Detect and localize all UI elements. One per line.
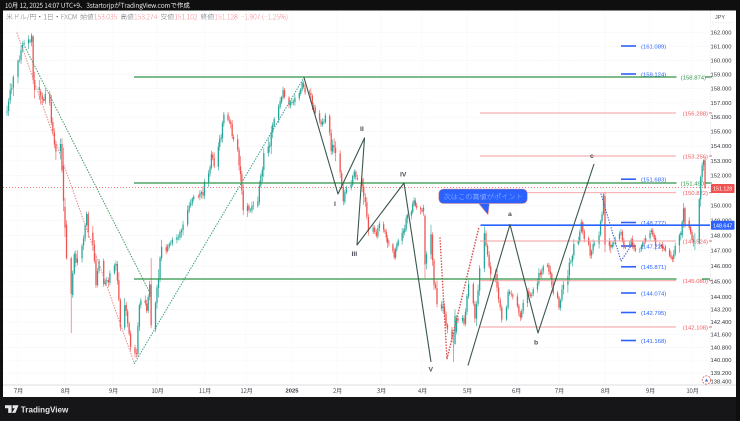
svg-text:151.128: 151.128 xyxy=(713,186,732,192)
svg-text:(153.256): (153.256) xyxy=(683,154,708,160)
svg-text:(141.168): (141.168) xyxy=(641,339,666,345)
svg-text:160.000: 160.000 xyxy=(711,58,732,64)
svg-text:(144.074): (144.074) xyxy=(641,291,666,297)
svg-text:IV: IV xyxy=(400,172,407,179)
svg-text:a: a xyxy=(508,211,512,218)
svg-text:JPY: JPY xyxy=(715,15,725,21)
svg-text:2025: 2025 xyxy=(286,389,300,395)
svg-text:(148.777): (148.777) xyxy=(641,221,666,227)
svg-text:139.200: 139.200 xyxy=(711,371,732,377)
svg-text:161.000: 161.000 xyxy=(711,44,732,50)
svg-text:142.400: 142.400 xyxy=(711,320,732,326)
svg-text:I: I xyxy=(334,201,336,208)
svg-text:158.000: 158.000 xyxy=(711,87,732,93)
svg-text:(151.490): (151.490) xyxy=(681,181,706,187)
svg-text:(142.108): (142.108) xyxy=(683,325,708,331)
svg-text:TradingView: TradingView xyxy=(21,405,69,414)
svg-text:162.000: 162.000 xyxy=(711,30,732,36)
svg-text:c: c xyxy=(590,153,594,160)
svg-text:153.000: 153.000 xyxy=(711,159,732,165)
svg-text:III: III xyxy=(352,251,358,258)
svg-text:(145.080): (145.080) xyxy=(683,279,708,285)
svg-text:156.000: 156.000 xyxy=(711,115,732,121)
svg-text:140.800: 140.800 xyxy=(711,345,732,351)
svg-text:152.000: 152.000 xyxy=(711,174,732,180)
svg-text:148.647: 148.647 xyxy=(713,223,732,229)
svg-text:(151.683): (151.683) xyxy=(641,178,666,184)
svg-text:154.000: 154.000 xyxy=(711,144,732,150)
svg-text:(150.822): (150.822) xyxy=(683,191,708,197)
svg-text:(156.288): (156.288) xyxy=(683,111,708,117)
svg-text:157.000: 157.000 xyxy=(711,101,732,107)
svg-text:144.000: 144.000 xyxy=(711,295,732,301)
svg-text:(145.871): (145.871) xyxy=(641,265,666,271)
svg-text:(142.795): (142.795) xyxy=(641,311,666,317)
svg-text:141.600: 141.600 xyxy=(711,333,732,339)
svg-text:140.000: 140.000 xyxy=(711,358,732,364)
svg-text:(147.225): (147.225) xyxy=(641,244,666,250)
svg-text:150.000: 150.000 xyxy=(711,203,732,209)
svg-text:145.000: 145.000 xyxy=(711,279,732,285)
svg-text:(147.524): (147.524) xyxy=(683,239,708,245)
svg-text:155.000: 155.000 xyxy=(711,130,732,136)
svg-text:143.200: 143.200 xyxy=(711,308,732,314)
svg-text:(161.089): (161.089) xyxy=(641,44,666,50)
svg-text:b: b xyxy=(534,340,538,347)
svg-text:147.000: 147.000 xyxy=(711,249,732,255)
svg-text:159.000: 159.000 xyxy=(711,72,732,78)
svg-text:(158.874): (158.874) xyxy=(681,75,706,81)
svg-text:148.000: 148.000 xyxy=(711,233,732,239)
svg-text:(159.124): (159.124) xyxy=(641,72,666,78)
svg-text:II: II xyxy=(360,126,364,133)
svg-text:138.400: 138.400 xyxy=(711,380,732,386)
svg-text:V: V xyxy=(429,367,434,374)
svg-text:146.000: 146.000 xyxy=(711,264,732,270)
